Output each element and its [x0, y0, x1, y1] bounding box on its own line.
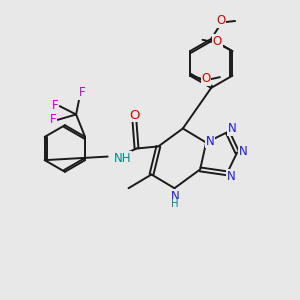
Text: N: N	[171, 190, 179, 203]
Text: O: O	[201, 72, 211, 86]
Text: F: F	[79, 86, 85, 100]
Text: F: F	[50, 113, 56, 126]
Text: H: H	[171, 199, 179, 209]
Text: N: N	[239, 145, 248, 158]
Text: O: O	[213, 35, 222, 48]
Text: N: N	[227, 170, 236, 183]
Text: NH: NH	[114, 152, 132, 165]
Text: N: N	[206, 134, 215, 148]
Text: N: N	[228, 122, 236, 135]
Text: O: O	[129, 109, 140, 122]
Text: F: F	[52, 99, 59, 112]
Text: O: O	[216, 14, 226, 28]
